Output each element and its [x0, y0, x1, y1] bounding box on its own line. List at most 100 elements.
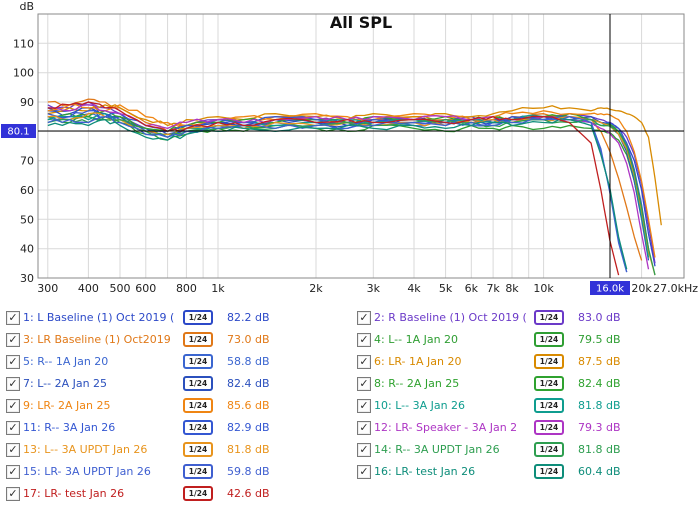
smoothing-badge[interactable]: 1/24: [534, 442, 564, 457]
svg-text:300: 300: [37, 282, 58, 295]
trace-level-value: 82.4 dB: [578, 377, 621, 390]
legend-row: ✓ 11: R-- 3A Jan 26 1/24 82.9 dB: [6, 417, 341, 438]
trace-label[interactable]: 15: LR- 3A UPDT Jan 26: [23, 465, 151, 478]
trace-9: [47, 103, 656, 258]
smoothing-badge[interactable]: 1/24: [183, 464, 213, 479]
svg-text:40: 40: [20, 243, 34, 256]
trace-label[interactable]: 17: LR- test Jan 26: [23, 487, 125, 500]
trace-label[interactable]: 11: R-- 3A Jan 26: [23, 421, 116, 434]
trace-checkbox[interactable]: ✓: [357, 464, 371, 479]
trace-level-value: 82.9 dB: [227, 421, 270, 434]
legend-panel: ✓ 1: L Baseline (1) Oct 2019 ( 1/24 82.2…: [0, 300, 700, 504]
trace-label[interactable]: 13: L-- 3A UPDT Jan 26: [23, 443, 148, 456]
trace-level-value: 82.2 dB: [227, 311, 270, 324]
trace-checkbox[interactable]: ✓: [6, 464, 20, 479]
traces: [47, 98, 662, 276]
svg-text:50: 50: [20, 213, 34, 226]
svg-text:dB: dB: [19, 0, 34, 13]
smoothing-badge[interactable]: 1/24: [534, 420, 564, 435]
trace-label[interactable]: 1: L Baseline (1) Oct 2019 (: [23, 311, 175, 324]
legend-row: ✓ 6: LR- 1A Jan 20 1/24 87.5 dB: [357, 351, 692, 372]
smoothing-badge[interactable]: 1/24: [183, 486, 213, 501]
smoothing-badge[interactable]: 1/24: [183, 310, 213, 325]
spl-chart-svg[interactable]: dB110100908070605040303004005006008001k2…: [0, 0, 700, 300]
trace-16: [47, 118, 628, 270]
check-icon: ✓: [8, 399, 18, 412]
x-axis-labels: 300 400 500 600 800 1k 2k 3k 4k 5k 6k 7k 8k 10k 20k 27.…: [37, 282, 698, 295]
trace-checkbox[interactable]: ✓: [6, 376, 20, 391]
smoothing-badge[interactable]: 1/24: [534, 332, 564, 347]
check-icon: ✓: [359, 421, 369, 434]
smoothing-badge[interactable]: 1/24: [183, 376, 213, 391]
trace-label[interactable]: 14: R-- 3A UPDT Jan 26: [374, 443, 500, 456]
smoothing-badge[interactable]: 1/24: [183, 332, 213, 347]
check-icon: ✓: [8, 421, 18, 434]
check-icon: ✓: [359, 443, 369, 456]
trace-label[interactable]: 9: LR- 2A Jan 25: [23, 399, 111, 412]
svg-text:800: 800: [176, 282, 197, 295]
svg-text:30: 30: [20, 272, 34, 285]
svg-text:400: 400: [78, 282, 99, 295]
check-icon: ✓: [8, 377, 18, 390]
trace-checkbox[interactable]: ✓: [6, 354, 20, 369]
trace-label[interactable]: 3: LR Baseline (1) Oct2019: [23, 333, 171, 346]
trace-4: [47, 116, 650, 255]
legend-row: ✓ 10: L-- 3A Jan 26 1/24 81.8 dB: [357, 395, 692, 416]
legend-row: ✓ 17: LR- test Jan 26 1/24 42.6 dB: [6, 483, 341, 504]
smoothing-badge[interactable]: 1/24: [534, 310, 564, 325]
trace-checkbox[interactable]: ✓: [6, 332, 20, 347]
check-icon: ✓: [8, 465, 18, 478]
svg-text:80.1: 80.1: [7, 127, 29, 138]
trace-label[interactable]: 2: R Baseline (1) Oct 2019 (: [374, 311, 527, 324]
smoothing-badge[interactable]: 1/24: [183, 442, 213, 457]
smoothing-badge[interactable]: 1/24: [534, 354, 564, 369]
svg-text:500: 500: [109, 282, 130, 295]
legend-row: ✓ 4: L-- 1A Jan 20 1/24 79.5 dB: [357, 329, 692, 350]
trace-label[interactable]: 7: L-- 2A Jan 25: [23, 377, 108, 390]
trace-checkbox[interactable]: ✓: [357, 420, 371, 435]
trace-checkbox[interactable]: ✓: [6, 442, 20, 457]
trace-checkbox[interactable]: ✓: [6, 310, 20, 325]
smoothing-badge[interactable]: 1/24: [183, 420, 213, 435]
smoothing-badge[interactable]: 1/24: [534, 398, 564, 413]
trace-label[interactable]: 10: L-- 3A Jan 26: [374, 399, 466, 412]
plot-area[interactable]: [38, 14, 684, 278]
smoothing-badge[interactable]: 1/24: [534, 464, 564, 479]
trace-checkbox[interactable]: ✓: [357, 354, 371, 369]
trace-level-value: 79.3 dB: [578, 421, 621, 434]
trace-level-value: 81.8 dB: [578, 399, 621, 412]
svg-text:20k: 20k: [631, 282, 652, 295]
legend-row: ✓ 3: LR Baseline (1) Oct2019 1/24 73.0 d…: [6, 329, 341, 350]
trace-checkbox[interactable]: ✓: [357, 376, 371, 391]
check-icon: ✓: [8, 443, 18, 456]
cursor-y-readout: [1, 124, 36, 138]
trace-level-value: 42.6 dB: [227, 487, 270, 500]
trace-checkbox[interactable]: ✓: [357, 332, 371, 347]
trace-label[interactable]: 16: LR- test Jan 26: [374, 465, 476, 478]
smoothing-badge[interactable]: 1/24: [183, 354, 213, 369]
trace-level-value: 59.8 dB: [227, 465, 270, 478]
smoothing-badge[interactable]: 1/24: [534, 376, 564, 391]
svg-text:6k: 6k: [465, 282, 479, 295]
trace-checkbox[interactable]: ✓: [357, 398, 371, 413]
svg-text:60: 60: [20, 184, 34, 197]
svg-text:2k: 2k: [309, 282, 323, 295]
trace-label[interactable]: 12: LR- Speaker - 3A Jan 2: [374, 421, 518, 434]
trace-checkbox[interactable]: ✓: [6, 486, 20, 501]
trace-checkbox[interactable]: ✓: [357, 310, 371, 325]
legend-row: ✓ 5: R-- 1A Jan 20 1/24 58.8 dB: [6, 351, 341, 372]
smoothing-badge[interactable]: 1/24: [183, 398, 213, 413]
svg-text:8k: 8k: [505, 282, 519, 295]
trace-checkbox[interactable]: ✓: [357, 442, 371, 457]
chart-title: All SPL: [330, 13, 392, 32]
trace-label[interactable]: 8: R-- 2A Jan 25: [374, 377, 460, 390]
trace-checkbox[interactable]: ✓: [6, 398, 20, 413]
trace-level-value: 81.8 dB: [578, 443, 621, 456]
trace-label[interactable]: 5: R-- 1A Jan 20: [23, 355, 109, 368]
legend-row: ✓ 16: LR- test Jan 26 1/24 60.4 dB: [357, 461, 692, 482]
trace-checkbox[interactable]: ✓: [6, 420, 20, 435]
trace-6: [47, 104, 662, 226]
trace-label[interactable]: 6: LR- 1A Jan 20: [374, 355, 462, 368]
svg-text:1k: 1k: [211, 282, 225, 295]
trace-label[interactable]: 4: L-- 1A Jan 20: [374, 333, 459, 346]
